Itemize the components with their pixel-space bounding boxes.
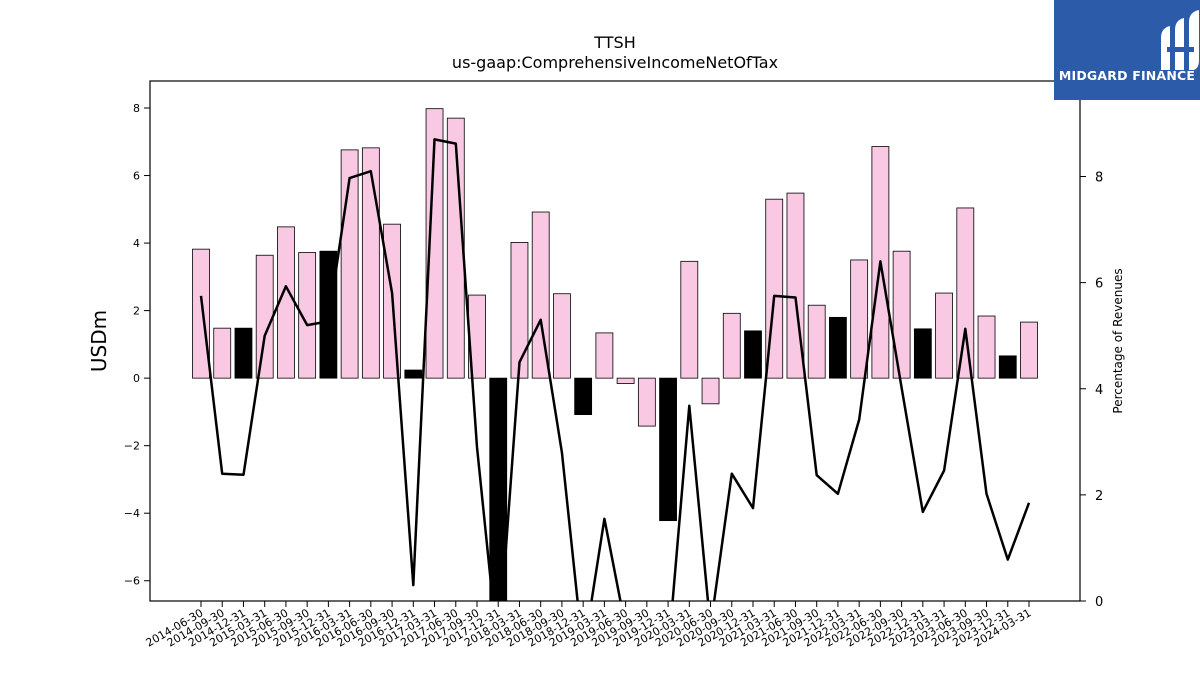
- bar-2018-03-31: [510, 242, 529, 379]
- bar-2018-09-30: [553, 293, 571, 379]
- bar-2021-09-30: [807, 304, 826, 379]
- bar-2022-03-31: [850, 259, 869, 379]
- y-axis-left: −6 −4 −2 0 2 4 6 8: [124, 102, 150, 588]
- bar-series: [192, 108, 1038, 601]
- y-axis-right: 0 2 4 6 8: [1080, 171, 1103, 610]
- bar-2014-06-30: [192, 248, 210, 379]
- bar-2022-09-30: [892, 250, 911, 379]
- y-tick-label: −4: [124, 507, 140, 520]
- bar-2016-12-31: [404, 369, 423, 379]
- bar-2018-12-31: [574, 377, 593, 416]
- y-tick-label: 2: [133, 305, 140, 318]
- bar-2023-12-31: [998, 355, 1017, 379]
- y2-tick-label: 0: [1095, 595, 1103, 610]
- bar-2020-03-31: [680, 260, 699, 379]
- y2-tick-label: 4: [1095, 383, 1103, 398]
- y-tick-label: 8: [133, 102, 140, 115]
- y-tick-label: −6: [124, 575, 140, 588]
- bar-2017-03-31: [425, 108, 444, 379]
- bar-2019-12-31: [659, 377, 677, 522]
- brand-logo: MIDGARD FINANCE: [1054, 0, 1200, 100]
- bar-2014-12-31: [234, 327, 253, 379]
- y2-axis-label: Percentage of Revenues: [1111, 268, 1125, 413]
- bar-2020-12-31: [744, 330, 762, 379]
- y2-tick-label: 6: [1095, 277, 1103, 292]
- y-tick-label: 6: [133, 170, 140, 183]
- brand-logo-text: MIDGARD FINANCE: [1058, 68, 1196, 83]
- bar-2016-06-30: [361, 147, 380, 379]
- bar-2015-09-30: [298, 252, 317, 379]
- bar-2014-09-30: [213, 327, 232, 379]
- bar-2018-06-30: [531, 211, 550, 379]
- bar-2020-06-30: [701, 377, 720, 405]
- bar-2019-03-31: [595, 332, 614, 379]
- y2-tick-label: 8: [1095, 171, 1103, 186]
- line-series-group: [199, 138, 1031, 601]
- chart-title: TTSH: [593, 33, 635, 52]
- chart-subtitle: us-gaap:ComprehensiveIncomeNetOfTax: [452, 53, 778, 72]
- y-tick-label: 0: [133, 372, 140, 385]
- bar-2023-03-31: [935, 292, 953, 379]
- midgard-logo-icon: [1161, 10, 1199, 70]
- y-tick-label: −2: [124, 440, 140, 453]
- x-axis: 2014-06-302014-09-302014-12-312015-03-31…: [144, 601, 1034, 650]
- bar-2021-12-31: [829, 316, 847, 379]
- plot-frame: [149, 80, 1081, 602]
- bar-2017-12-31: [489, 377, 508, 601]
- y-axis-label: USDm: [87, 310, 111, 372]
- bar-2023-09-30: [977, 315, 996, 379]
- y-tick-label: 4: [133, 237, 140, 250]
- bar-2022-12-31: [913, 328, 932, 379]
- y2-tick-label: 2: [1095, 489, 1103, 504]
- bar-2024-03-31: [1020, 321, 1038, 379]
- bar-2015-03-31: [255, 254, 274, 379]
- bar-2019-06-30: [616, 377, 635, 384]
- bar-2020-09-30: [722, 312, 741, 379]
- percentage-of-revenues-line: [199, 138, 1031, 601]
- bar-2023-06-30: [956, 207, 975, 379]
- bar-2019-09-30: [637, 377, 656, 427]
